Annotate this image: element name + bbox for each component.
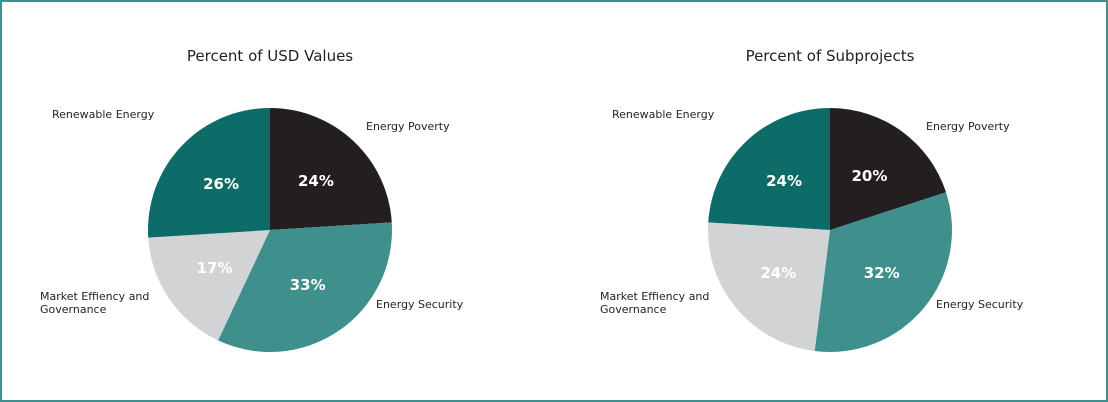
value-label: 17%: [196, 258, 233, 277]
category-label: Market Effiency and Governance: [600, 290, 710, 316]
category-label: Market Effiency and Governance: [40, 290, 150, 316]
value-label: 24%: [766, 172, 803, 191]
pie-slice: [708, 108, 830, 230]
chart-title: Percent of Subprojects: [745, 47, 915, 65]
value-label: 26%: [203, 175, 240, 194]
value-label: 24%: [760, 263, 797, 282]
category-label: Energy Poverty: [366, 120, 450, 133]
chart-title: Percent of USD Values: [186, 47, 354, 65]
pie-slice: [148, 230, 270, 341]
pie-slice: [814, 192, 952, 352]
value-label: 20%: [851, 166, 888, 185]
pie-slice: [830, 108, 947, 230]
category-label: Energy Security: [936, 298, 1024, 311]
pie-slice: [270, 108, 392, 230]
category-label: Renewable Energy: [52, 108, 155, 121]
value-label: 33%: [289, 276, 326, 295]
pie-slice: [148, 108, 270, 238]
value-label: 24%: [297, 172, 334, 191]
pie-slice: [708, 222, 830, 352]
category-label: Energy Poverty: [926, 120, 1010, 133]
pie-slice: [218, 222, 392, 352]
value-label: 32%: [863, 263, 900, 282]
category-label: Renewable Energy: [612, 108, 715, 121]
category-label: Energy Security: [376, 298, 464, 311]
